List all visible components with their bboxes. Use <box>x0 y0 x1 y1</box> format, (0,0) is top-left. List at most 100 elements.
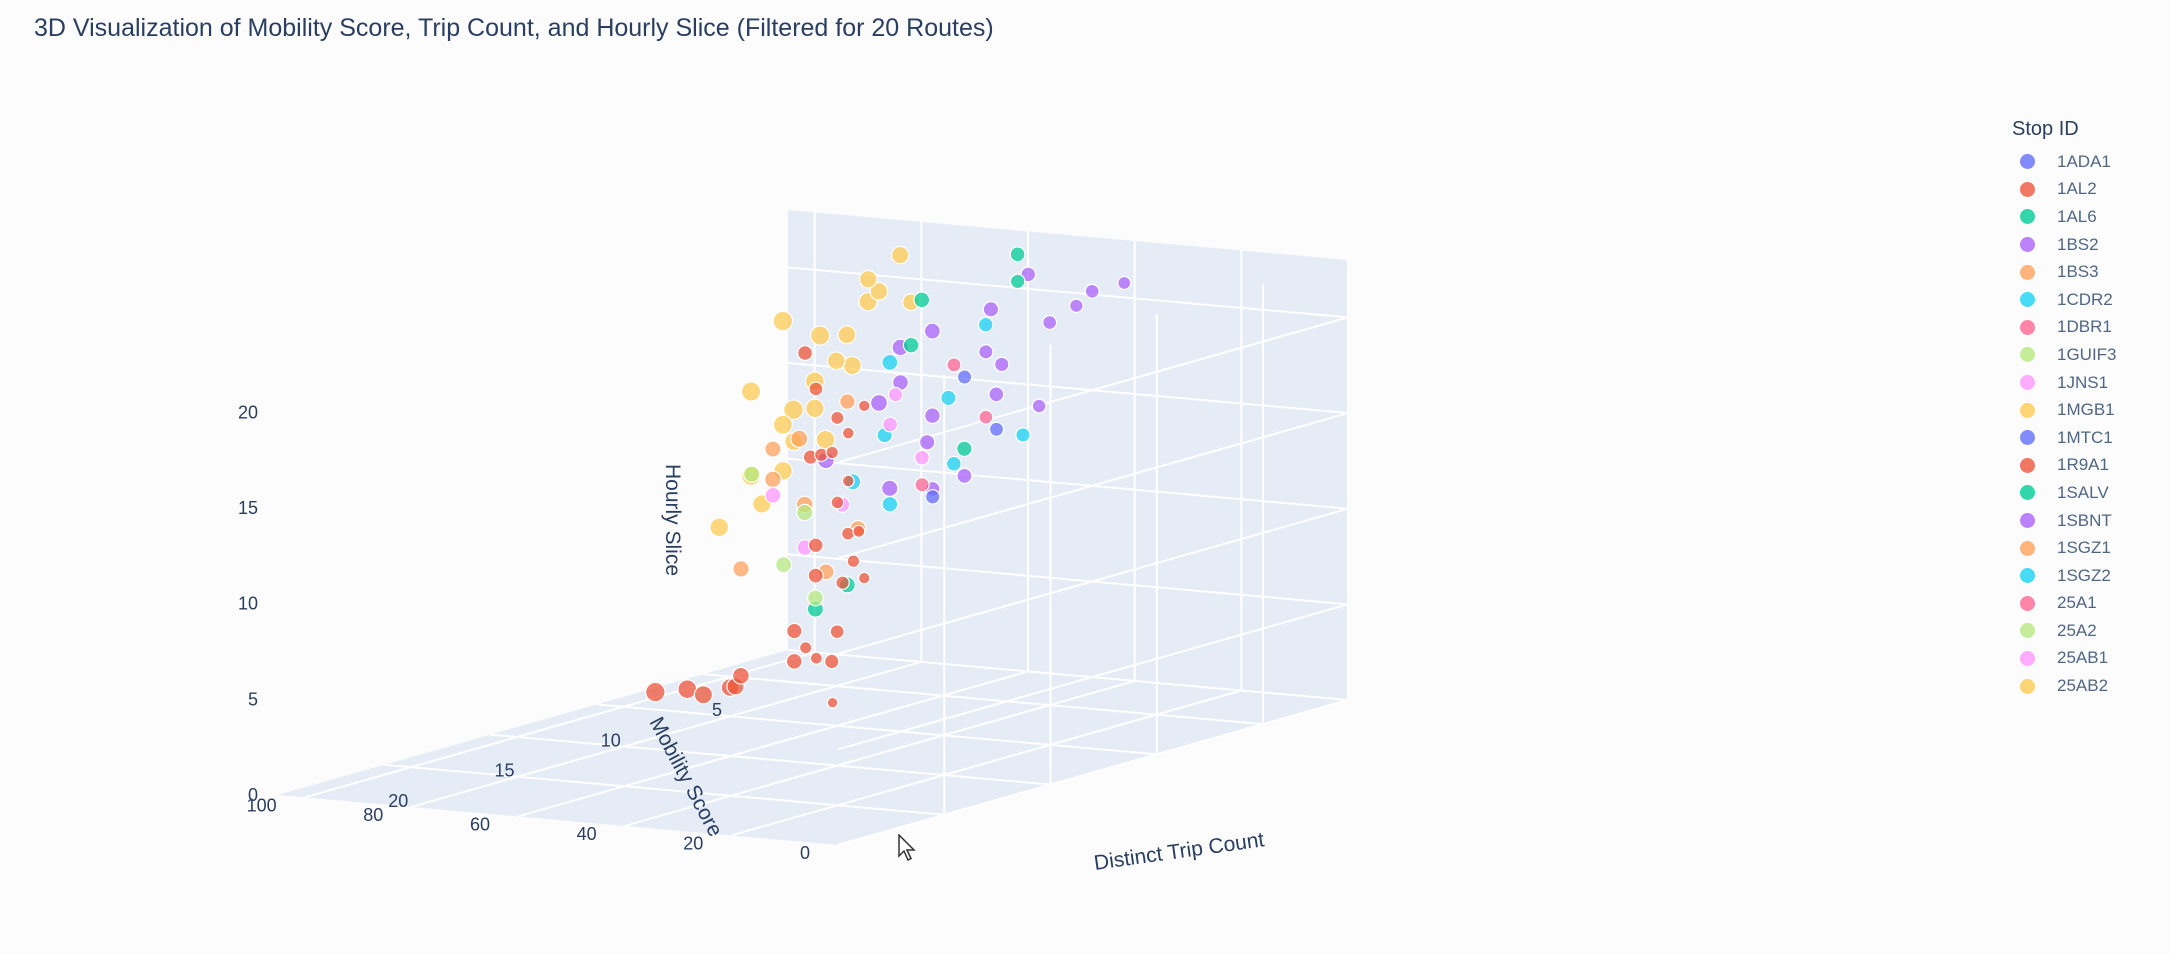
data-point-1jns1[interactable] <box>764 486 782 504</box>
data-point-1al2[interactable] <box>824 653 840 670</box>
data-point-1al2[interactable] <box>852 524 866 538</box>
data-point-1al6[interactable] <box>902 336 920 354</box>
data-point-1cdr2[interactable] <box>940 389 957 407</box>
legend-item-25a1[interactable]: 25A1 <box>2012 590 2162 618</box>
data-point-1bs3[interactable] <box>790 429 809 448</box>
data-point-1jns1[interactable] <box>914 449 930 466</box>
data-point-1mgb1[interactable] <box>869 281 889 301</box>
data-point-1al6[interactable] <box>956 440 973 458</box>
data-point-1bs2[interactable] <box>982 301 1000 318</box>
legend-item-1jns1[interactable]: 1JNS1 <box>2012 369 2162 397</box>
data-point-1al2[interactable] <box>857 571 871 585</box>
data-point-1al2[interactable] <box>797 345 814 361</box>
legend-item-1mtc1[interactable]: 1MTC1 <box>2012 424 2162 452</box>
data-point-1mgb1[interactable] <box>772 414 793 435</box>
data-point-1al2[interactable] <box>826 696 839 709</box>
legend-item-1bs2[interactable]: 1BS2 <box>2012 231 2162 259</box>
legend-item-1ada1[interactable]: 1ADA1 <box>2012 148 2162 176</box>
data-point-1ada1[interactable] <box>924 489 941 505</box>
legend-item-1bs3[interactable]: 1BS3 <box>2012 258 2162 286</box>
data-point-1dbr1[interactable] <box>914 477 930 493</box>
legend-item-1mgb1[interactable]: 1MGB1 <box>2012 396 2162 424</box>
legend-item-1sgz1[interactable]: 1SGZ1 <box>2012 534 2162 562</box>
legend-item-1cdr2[interactable]: 1CDR2 <box>2012 286 2162 314</box>
legend-item-1al2[interactable]: 1AL2 <box>2012 176 2162 204</box>
data-point-1bs2[interactable] <box>994 356 1010 373</box>
legend-item-1guif3[interactable]: 1GUIF3 <box>2012 341 2162 369</box>
data-point-1mgb1[interactable] <box>858 269 878 289</box>
data-point-1cdr2[interactable] <box>977 316 994 333</box>
data-point-1jns1[interactable] <box>887 386 904 403</box>
data-point-1al2[interactable] <box>857 399 871 413</box>
data-point-1al2[interactable] <box>835 575 850 590</box>
data-point-1al2[interactable] <box>799 641 813 655</box>
data-point-1mgb1[interactable] <box>826 351 846 371</box>
data-point-1mgb1[interactable] <box>772 310 794 332</box>
data-point-1al2[interactable] <box>841 474 855 488</box>
data-point-1bs2[interactable] <box>869 393 889 412</box>
data-point-1bs3[interactable] <box>732 560 750 578</box>
legend-item-1sbnt[interactable]: 1SBNT <box>2012 507 2162 535</box>
data-point-1mgb1[interactable] <box>783 399 804 421</box>
data-point-1al6[interactable] <box>1009 246 1026 263</box>
data-point-1al2[interactable] <box>809 651 823 665</box>
data-point-1mgb1[interactable] <box>709 517 730 538</box>
data-point-1ada1[interactable] <box>956 369 973 385</box>
legend-item-25a2[interactable]: 25A2 <box>2012 617 2162 645</box>
data-point-1bs2[interactable] <box>1069 298 1084 314</box>
data-point-1bs2[interactable] <box>1042 315 1058 331</box>
data-point-1al2[interactable] <box>841 426 855 440</box>
data-point-1bs2[interactable] <box>956 467 973 484</box>
legend-item-25ab2[interactable]: 25AB2 <box>2012 672 2162 700</box>
data-point-1ada1[interactable] <box>988 421 1005 437</box>
legend-item-1dbr1[interactable]: 1DBR1 <box>2012 314 2162 342</box>
data-point-1bs2[interactable] <box>1084 283 1100 299</box>
data-point-1al2[interactable] <box>785 652 803 670</box>
data-point-1bs3[interactable] <box>763 470 782 489</box>
data-point-1al2[interactable] <box>807 537 824 554</box>
data-point-1al2[interactable] <box>808 381 824 397</box>
data-point-1al2[interactable] <box>840 526 856 541</box>
data-point-1mgb1[interactable] <box>809 325 831 346</box>
data-point-1cdr2[interactable] <box>945 455 962 472</box>
data-point-1al2[interactable] <box>829 624 845 640</box>
data-point-1al2[interactable] <box>807 567 824 584</box>
data-point-1dbr1[interactable] <box>946 357 962 373</box>
data-point-1al2[interactable] <box>830 495 845 510</box>
data-point-1guif3[interactable] <box>775 556 793 574</box>
data-point-1al2[interactable] <box>825 445 839 460</box>
data-point-1mgb1[interactable] <box>805 398 825 419</box>
data-point-1guif3[interactable] <box>796 503 814 522</box>
data-point-1bs2[interactable] <box>923 322 941 340</box>
legend-item-1r9a1[interactable]: 1R9A1 <box>2012 452 2162 480</box>
data-point-1jns1[interactable] <box>882 416 899 433</box>
data-point-1al6[interactable] <box>1009 273 1026 290</box>
data-point-1dbr1[interactable] <box>978 409 994 425</box>
data-point-1mgb1[interactable] <box>837 325 857 345</box>
data-point-1guif3[interactable] <box>743 465 761 483</box>
data-point-1bs2[interactable] <box>924 407 941 424</box>
legend-item-25ab1[interactable]: 25AB1 <box>2012 645 2162 673</box>
data-point-1bs2[interactable] <box>918 434 936 451</box>
data-point-1cdr2[interactable] <box>1015 427 1031 443</box>
data-point-1bs2[interactable] <box>978 344 994 360</box>
legend-item-1al6[interactable]: 1AL6 <box>2012 203 2162 231</box>
data-point-1al2[interactable] <box>830 410 845 426</box>
legend-item-1salv[interactable]: 1SALV <box>2012 479 2162 507</box>
data-point-1cdr2[interactable] <box>881 353 899 371</box>
data-point-1bs2[interactable] <box>881 479 899 498</box>
data-point-1bs2[interactable] <box>1117 275 1132 290</box>
data-point-1bs2[interactable] <box>988 386 1005 403</box>
data-point-1mgb1[interactable] <box>740 381 762 402</box>
data-point-1al2[interactable] <box>786 622 803 640</box>
data-point-1bs3[interactable] <box>839 393 856 410</box>
data-point-1guif3[interactable] <box>807 589 824 607</box>
data-point-1al2[interactable] <box>645 681 666 703</box>
data-point-1mgb1[interactable] <box>890 245 910 265</box>
data-point-1bs2[interactable] <box>1031 398 1047 414</box>
legend-item-1sgz2[interactable]: 1SGZ2 <box>2012 562 2162 590</box>
data-point-1mgb1[interactable] <box>842 355 862 376</box>
data-point-1al6[interactable] <box>913 291 931 309</box>
data-point-1al2[interactable] <box>846 554 861 569</box>
